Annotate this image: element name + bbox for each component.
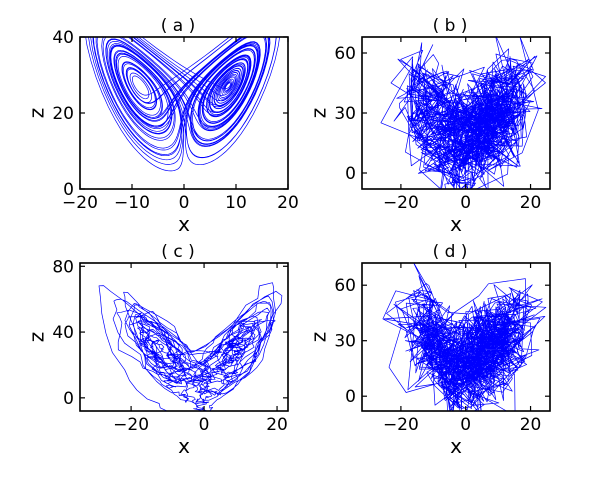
panel-b: −20 0 20 0 30 60 x z ( b ) (307, 16, 551, 236)
y-tick-label-b: 60 (334, 44, 356, 64)
y-tick-label-c: 40 (52, 323, 74, 343)
x-axis-label-b: x (450, 212, 462, 236)
y-tick-label-d: 30 (334, 332, 356, 352)
y-tick-label-a: 0 (63, 180, 74, 200)
y-tick-label-a: 20 (52, 104, 74, 124)
y-axis-label-a: z (25, 108, 49, 119)
x-tick-label-a: −10 (114, 193, 150, 213)
y-tick-label-a: 40 (52, 28, 74, 48)
y-tick-label-c: 0 (63, 389, 74, 409)
panel-c: −20 0 20 0 40 80 x z ( c ) (25, 242, 289, 458)
panel-a: −20 −10 0 10 20 0 20 40 x z ( a ) (25, 16, 299, 236)
x-tick-label-b: 20 (520, 193, 542, 213)
trajectory-c (98, 282, 283, 411)
x-tick-label-c: 0 (199, 415, 210, 435)
panel-title-d: ( d ) (433, 242, 468, 262)
x-axis-label-a: x (178, 212, 190, 236)
x-tick-label-c: −20 (113, 415, 149, 435)
x-tick-label-a: −20 (62, 193, 98, 213)
y-axis-label-c: z (25, 332, 49, 343)
trajectory-b (380, 37, 546, 189)
x-axis-label-c: x (178, 434, 190, 458)
panel-title-c: ( c ) (161, 242, 194, 262)
axes-box-d (361, 262, 551, 412)
y-tick-label-d: 0 (345, 387, 356, 407)
x-tick-label-a: 0 (179, 193, 190, 213)
axes-box-c (79, 262, 289, 412)
x-tick-label-b: −20 (383, 193, 419, 213)
y-axis-label-b: z (307, 108, 331, 119)
y-axis-label-d: z (307, 332, 331, 343)
panel-d: −20 0 20 0 30 60 x z ( d ) (307, 242, 551, 458)
x-tick-label-c: 20 (266, 415, 288, 435)
y-tick-label-b: 30 (334, 104, 356, 124)
y-tick-label-d: 60 (334, 276, 356, 296)
x-tick-label-d: 20 (520, 415, 542, 435)
x-tick-label-a: 20 (277, 193, 299, 213)
x-tick-label-b: 0 (460, 193, 471, 213)
x-tick-label-d: −20 (383, 415, 419, 435)
trajectory-a (85, 37, 280, 172)
y-tick-label-b: 0 (345, 164, 356, 184)
panel-title-a: ( a ) (161, 16, 196, 36)
x-tick-label-d: 0 (460, 415, 471, 435)
y-tick-label-c: 80 (52, 257, 74, 277)
x-tick-label-a: 10 (225, 193, 247, 213)
trajectory-d (382, 263, 547, 411)
x-axis-label-d: x (450, 434, 462, 458)
panel-title-b: ( b ) (433, 16, 468, 36)
